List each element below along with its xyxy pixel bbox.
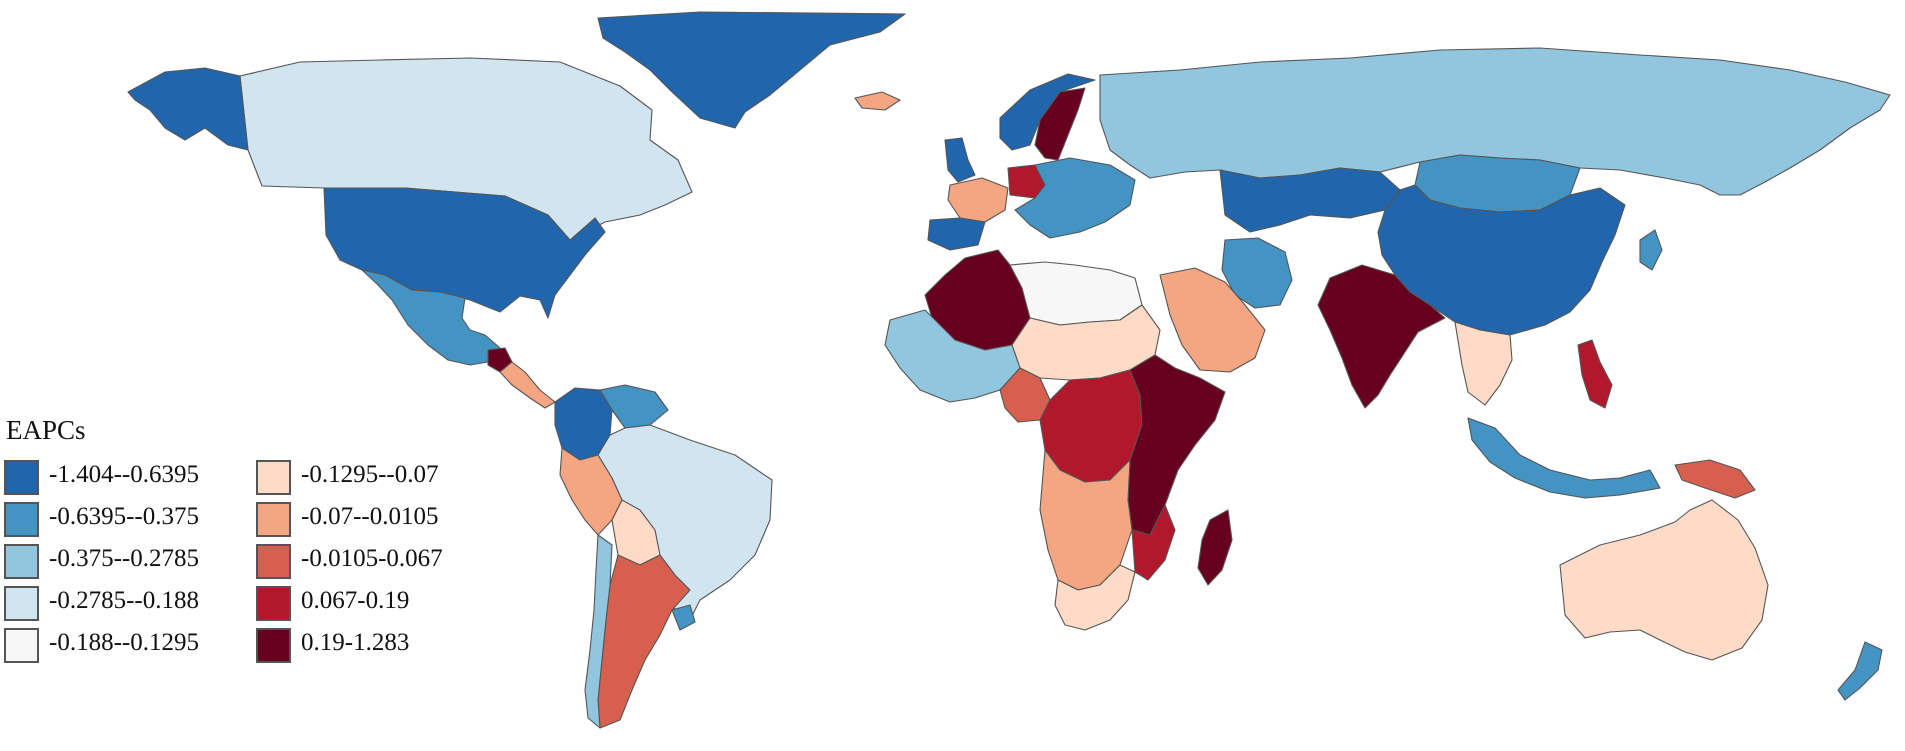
region-philippines — [1577, 339, 1613, 409]
region-venezuela — [599, 384, 669, 429]
legend-swatch — [256, 460, 291, 495]
legend-label: 0.19-1.283 — [301, 629, 410, 656]
legend-swatch — [4, 586, 39, 621]
region-iran — [1221, 237, 1293, 309]
region-south-africa — [1054, 564, 1136, 631]
legend-label: -0.2785--0.188 — [49, 587, 199, 614]
legend-label: -0.07--0.0105 — [301, 503, 439, 530]
region-mexico — [361, 269, 501, 366]
region-new-zealand — [1837, 641, 1883, 701]
region-france — [947, 177, 1009, 223]
region-kazakhstan — [1219, 167, 1401, 233]
legend-swatch — [4, 628, 39, 663]
region-chile — [584, 534, 613, 729]
region-southern-africa — [1039, 449, 1133, 591]
region-mozambique — [1131, 504, 1176, 581]
region-alaska — [127, 67, 249, 151]
legend-label: -1.404--0.6395 — [49, 461, 199, 488]
region-iceland — [854, 91, 901, 111]
region-argentina — [597, 554, 691, 729]
region-uruguay — [671, 604, 696, 631]
legend-label: -0.0105-0.067 — [301, 545, 443, 572]
legend-swatch — [256, 544, 291, 579]
region-spain — [927, 217, 986, 251]
region-saudi-arabia — [1159, 267, 1266, 373]
region-greenland — [597, 11, 906, 129]
region-eastern-europe — [1014, 157, 1136, 239]
legend-label: 0.067-0.19 — [301, 587, 410, 614]
legend-swatch — [4, 544, 39, 579]
legend-label: -0.1295--0.07 — [301, 461, 439, 488]
legend-swatch — [256, 586, 291, 621]
region-sahel — [1011, 304, 1161, 381]
legend-label: -0.375--0.2785 — [49, 545, 199, 572]
legend-label: -0.188--0.1295 — [49, 629, 199, 656]
region-indonesia — [1467, 417, 1661, 499]
region-uk — [944, 137, 976, 183]
region-india — [1317, 264, 1446, 409]
legend-swatch — [256, 628, 291, 663]
legend-label: -0.6395--0.375 — [49, 503, 199, 530]
region-japan — [1639, 229, 1663, 271]
region-east-africa — [1127, 354, 1226, 536]
legend-swatch — [256, 502, 291, 537]
region-central-america — [499, 361, 556, 409]
region-sweden — [1034, 87, 1086, 161]
region-sahara — [1009, 261, 1143, 326]
legend-swatch — [4, 502, 39, 537]
region-australia — [1559, 499, 1769, 661]
legend-title: EAPCs — [6, 415, 86, 445]
region-southeast-asia — [1454, 321, 1513, 406]
region-madagascar — [1197, 509, 1233, 586]
legend: EAPCs -1.404--0.6395 -0.6395--0.375 -0.3… — [4, 415, 484, 675]
region-papua-new-guinea — [1674, 459, 1756, 499]
legend-swatch — [4, 460, 39, 495]
